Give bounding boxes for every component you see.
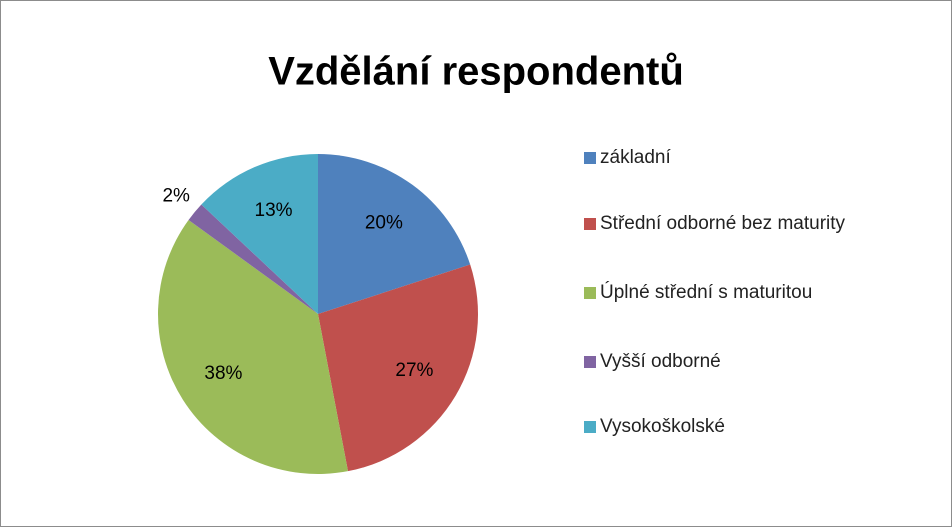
legend-label: Úplné střední s maturitou (600, 282, 813, 303)
pie-slice (201, 154, 318, 314)
legend-label: Střední odborné bez maturity (600, 213, 846, 234)
pie-slice (188, 204, 318, 314)
legend-swatch (584, 356, 596, 368)
legend-label: Vysokoškolské (600, 416, 725, 437)
pie-slice (157, 219, 348, 474)
legend-entry: Vysokoškolské (584, 414, 854, 439)
data-label: 38% (204, 363, 242, 384)
data-label: 20% (365, 212, 403, 233)
legend-swatch (584, 287, 596, 299)
pie-slice (318, 264, 479, 472)
legend-swatch (584, 421, 596, 433)
data-label: 13% (255, 200, 293, 221)
legend-entry: Úplné střední s maturitou (584, 280, 854, 305)
pie-slice (318, 154, 471, 314)
legend-entry: základní (584, 145, 854, 170)
legend-swatch (584, 218, 596, 230)
data-label: 2% (162, 186, 190, 207)
legend-label: základní (600, 147, 671, 168)
legend-label: Vyšší odborné (600, 351, 721, 372)
legend-entry: Vyšší odborné (584, 349, 854, 374)
data-label: 27% (395, 360, 433, 381)
legend-swatch (584, 152, 596, 164)
legend-entry: Střední odborné bez maturity (584, 211, 854, 236)
chart-title: Vzdělání respondentů (268, 50, 684, 94)
